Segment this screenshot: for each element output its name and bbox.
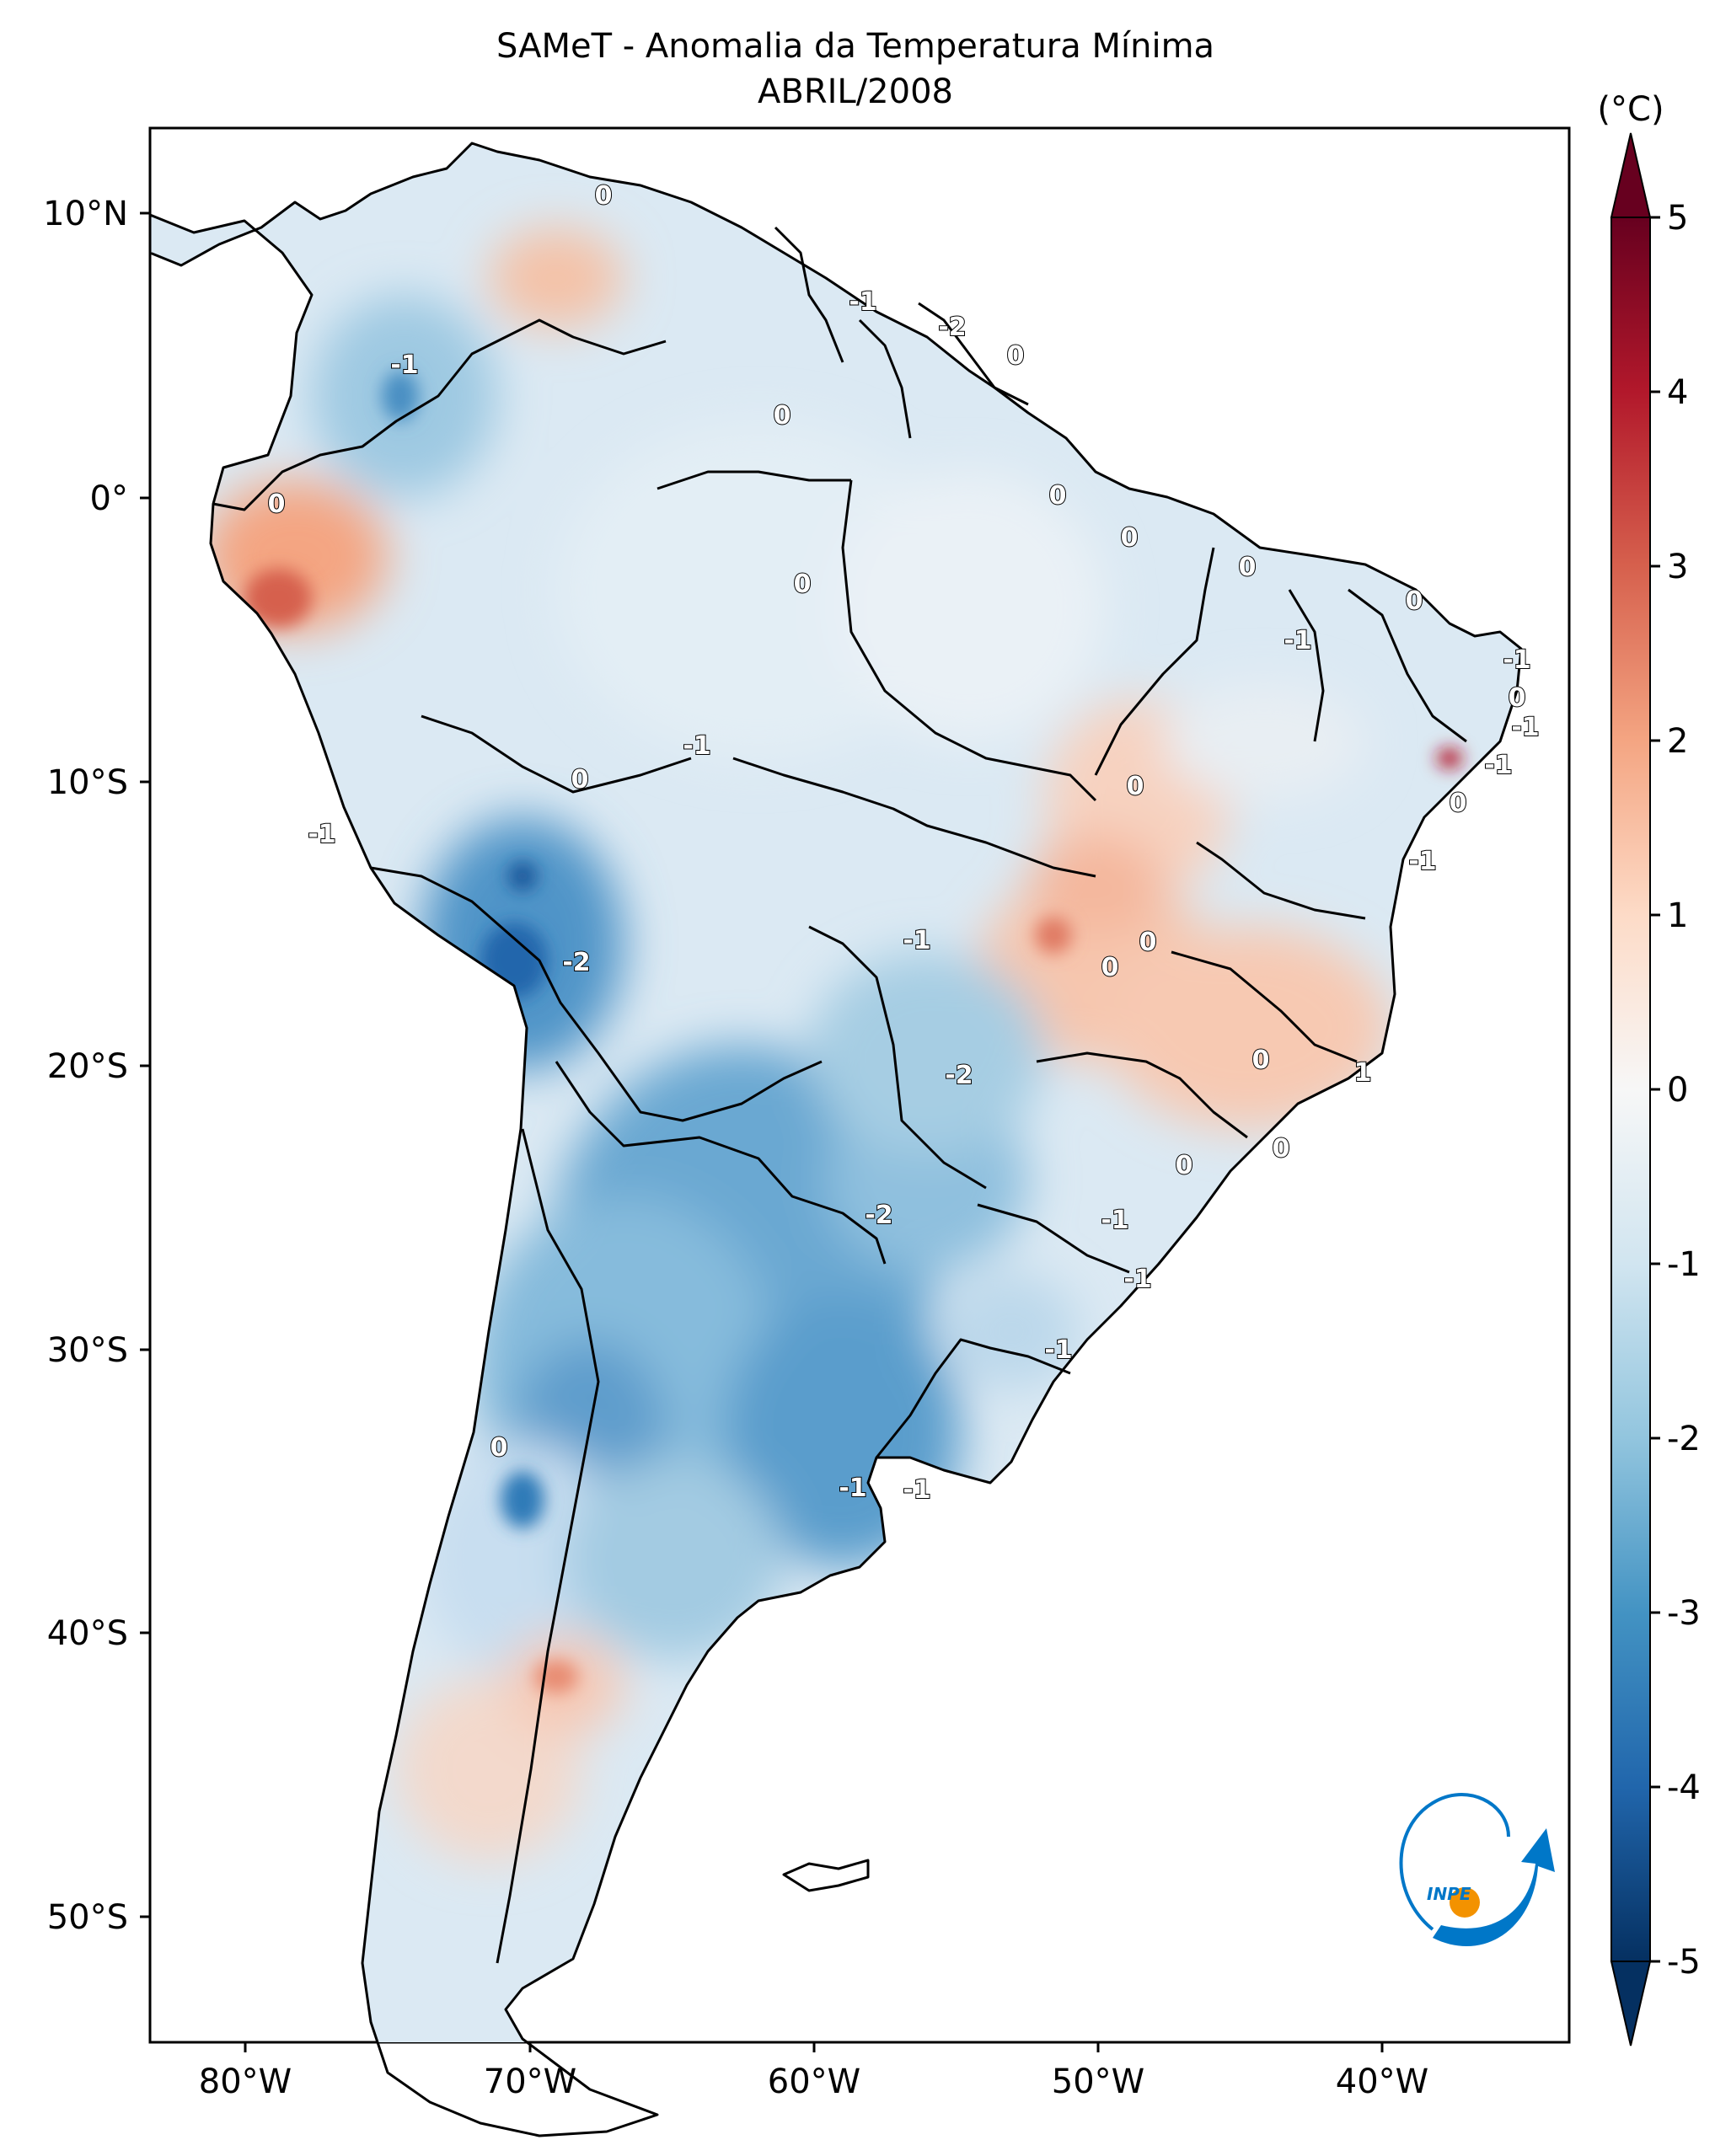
contour-label: -1	[903, 1475, 930, 1505]
contour-label: -1	[1484, 751, 1512, 780]
colorbar-extend-bottom	[1610, 1961, 1652, 2046]
lat-tick-label: 20°S	[47, 1047, 128, 1086]
lat-tick-label: 40°S	[47, 1614, 128, 1653]
contour-label: 0	[1450, 789, 1467, 818]
lon-tick-label: 60°W	[768, 2062, 860, 2101]
logo-arrow-icon	[1433, 1828, 1555, 1947]
contour-label: 0	[1101, 953, 1119, 982]
contour-label: -1	[1101, 1206, 1128, 1235]
contour-label: -1	[1284, 626, 1311, 655]
contour-label: -2	[562, 948, 590, 977]
contour-label: -1	[683, 731, 710, 761]
contour-label: 0	[1239, 553, 1257, 582]
contour-label: 0	[595, 181, 613, 211]
contour-label: -1	[308, 820, 335, 849]
contour-label: -2	[865, 1201, 892, 1230]
colorbar-tick-label: -5	[1667, 1943, 1701, 1982]
colorbar-tick-label: -2	[1667, 1420, 1701, 1458]
map-subtitle: ABRIL/2008	[758, 72, 953, 111]
contour-label: 0	[490, 1433, 508, 1463]
falkland-islands	[782, 1859, 870, 1892]
colorbar-tick-label: 5	[1667, 199, 1688, 238]
colorbar-tick-label: -3	[1667, 1594, 1701, 1633]
lat-tick-label: 10°S	[47, 763, 128, 802]
inpe-logo: INPE	[1399, 1793, 1555, 1947]
logo-sun-icon	[1450, 1887, 1480, 1918]
lat-tick-label: 10°N	[43, 195, 128, 233]
lon-tick-label: 70°W	[484, 2062, 576, 2101]
contour-label: 0	[1509, 683, 1526, 713]
contour-label: 0	[1273, 1134, 1290, 1164]
contour-label: 0	[1176, 1151, 1193, 1180]
lon-tick-label: 80°W	[199, 2062, 292, 2101]
contour-label: -1	[1044, 1335, 1072, 1365]
colorbar-extend-top	[1610, 132, 1652, 218]
logo-orbit-icon	[1399, 1793, 1510, 1931]
contour-label: 0	[1139, 928, 1157, 957]
contour-label: -1	[849, 287, 876, 317]
contour-label: -1	[1123, 1265, 1151, 1294]
contour-label: 0	[571, 765, 589, 794]
colorbar-tick-label: -4	[1667, 1768, 1701, 1807]
colorbar-body	[1610, 217, 1651, 1962]
contour-label: 0	[1007, 341, 1025, 371]
logo-text: INPE	[1427, 1884, 1471, 1904]
contour-label: -1	[839, 1474, 866, 1503]
contour-label: -1	[390, 350, 418, 380]
colorbar-unit-label: (°C)	[1597, 90, 1664, 129]
contour-label: 1	[1354, 1058, 1372, 1088]
lat-tick-label: 30°S	[47, 1331, 128, 1370]
colorbar-tick-label: 3	[1667, 548, 1688, 586]
colorbar-tick-label: -1	[1667, 1245, 1701, 1284]
lon-tick-label: 50°W	[1052, 2062, 1144, 2101]
latitude-axis: 10°N 0° 10°S 20°S 30°S 40°S 50°S	[43, 195, 150, 1937]
contour-label: -1	[1408, 847, 1436, 876]
map-title: SAMeT - Anomalia da Temperatura Mínima	[496, 27, 1214, 66]
contour-label: 0	[774, 401, 791, 431]
colorbar-tick-label: 0	[1667, 1071, 1688, 1110]
colorbar-tick-label: 2	[1667, 722, 1688, 761]
colorbar-tick-label: 1	[1667, 896, 1688, 935]
contour-label: 0	[1252, 1046, 1270, 1075]
contour-label: 0	[794, 570, 812, 599]
longitude-axis: 80°W 70°W 60°W 50°W 40°W	[199, 2042, 1428, 2101]
lon-tick-label: 40°W	[1336, 2062, 1428, 2101]
contour-label: -2	[945, 1061, 973, 1090]
lat-tick-label: 50°S	[47, 1898, 128, 1937]
contour-label: 0	[1049, 481, 1067, 511]
contour-label: 0	[1127, 772, 1144, 801]
contour-label: -1	[903, 926, 930, 955]
contour-label: 0	[268, 490, 286, 519]
colorbar-tick-label: 4	[1667, 373, 1688, 412]
colorbar: (°C) 5 4 3 2 1 0 -1 -2 -3 -4 -5	[1597, 90, 1701, 2046]
contour-labels: 0 -1 -2 0 0 0 -1 0 0 -1 0 0 -1 -1 0 -1 -…	[267, 180, 1541, 1506]
contour-label: -1	[1503, 645, 1530, 675]
contour-label: 0	[1121, 523, 1139, 553]
contour-label: -2	[938, 313, 966, 342]
contour-label: -1	[1511, 713, 1539, 742]
lat-tick-label: 0°	[90, 479, 128, 518]
contour-label: 0	[1406, 586, 1423, 616]
country-borders	[212, 226, 1467, 1964]
